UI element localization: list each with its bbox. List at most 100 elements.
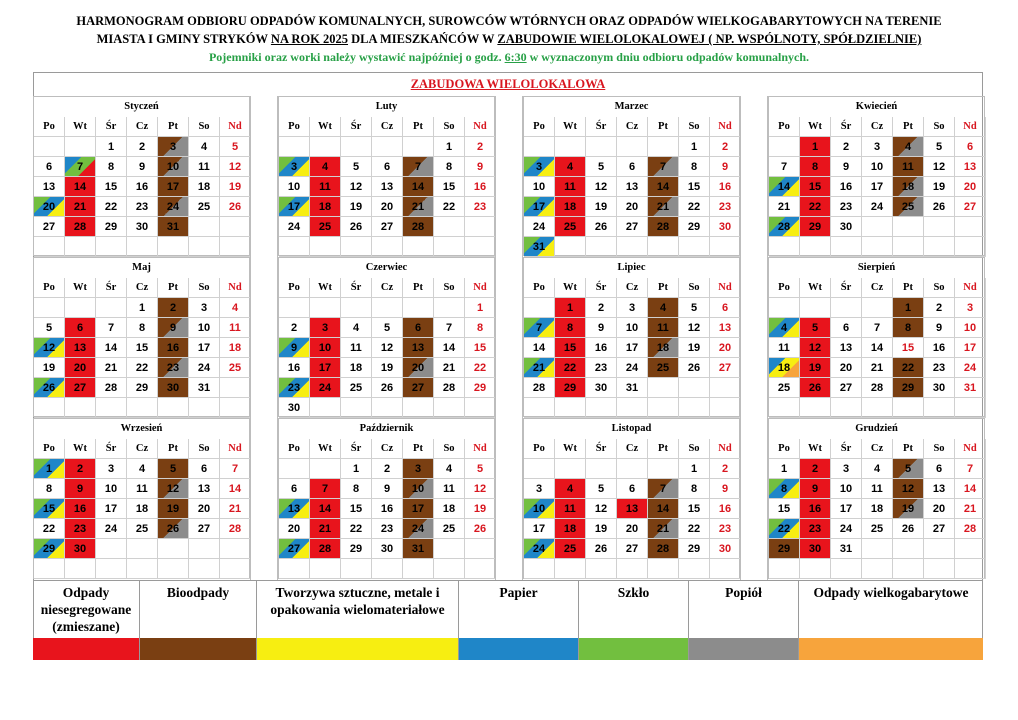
day-cell: 22 (34, 519, 65, 539)
day-cell: 9 (800, 479, 831, 499)
day-cell: 6 (372, 157, 403, 177)
day-cell: 28 (955, 519, 986, 539)
day-cell: 5 (158, 459, 189, 479)
day-cell: 8 (555, 318, 586, 338)
day-cell: 22 (434, 197, 465, 217)
day-cell: 12 (158, 479, 189, 499)
day-cell: 1 (127, 298, 158, 318)
day-cell: 5 (372, 318, 403, 338)
month-11: Listopad Po Wt Śr Cz Pt So Nd 1 2 3 4 5 6 7 8 9 10 11 12 13 1… (523, 418, 741, 579)
day-cell: 22 (341, 519, 372, 539)
day-header: Śr (586, 117, 617, 137)
day-cell: 28 (434, 378, 465, 398)
legend-label: Papier (499, 585, 538, 600)
day-cell: 8 (127, 318, 158, 338)
day-cell: 2 (831, 137, 862, 157)
day-cell: 10 (831, 479, 862, 499)
empty-cell (555, 559, 586, 579)
day-header: Wt (310, 117, 341, 137)
header-line-3c: w wyznaczonym dniu odbioru odpadów komun… (526, 50, 810, 64)
day-cell: 5 (34, 318, 65, 338)
empty-cell (310, 398, 341, 418)
day-cell: 4 (220, 298, 251, 318)
day-cell: 1 (800, 137, 831, 157)
day-cell: 11 (555, 177, 586, 197)
day-cell: 26 (924, 197, 955, 217)
day-cell: 20 (617, 197, 648, 217)
column-separator (495, 96, 523, 580)
day-cell: 27 (924, 519, 955, 539)
day-cell: 25 (555, 217, 586, 237)
day-cell: 11 (189, 157, 220, 177)
day-header: Nd (710, 439, 741, 459)
empty-cell (679, 559, 710, 579)
day-cell: 1 (465, 298, 496, 318)
day-cell: 23 (465, 197, 496, 217)
empty-cell (341, 559, 372, 579)
day-cell: 10 (617, 318, 648, 338)
month-3: Marzec Po Wt Śr Cz Pt So Nd 1 2 3 4 5 6 7 8 9 10 11 12 13 14 1… (523, 96, 741, 257)
month-9: Wrzesień Po Wt Śr Cz Pt So Nd 1 2 3 4 5 6 7 8 9 10 11 12 13 1… (33, 418, 251, 579)
day-cell: 27 (955, 197, 986, 217)
day-cell: 14 (862, 338, 893, 358)
empty-cell (434, 237, 465, 257)
day-cell: 17 (279, 197, 310, 217)
legend-item: Popiół (689, 580, 799, 660)
day-cell: 24 (524, 539, 555, 559)
day-cell: 17 (617, 338, 648, 358)
day-cell: 3 (403, 459, 434, 479)
day-cell: 26 (158, 519, 189, 539)
day-header: Śr (586, 278, 617, 298)
day-cell: 1 (341, 459, 372, 479)
day-cell: 25 (127, 519, 158, 539)
month-name: Grudzień (855, 423, 898, 434)
empty-cell (403, 137, 434, 157)
day-cell: 18 (862, 499, 893, 519)
empty-cell (586, 237, 617, 257)
empty-cell (65, 137, 96, 157)
empty-cell (893, 539, 924, 559)
day-cell: 30 (710, 217, 741, 237)
day-cell: 4 (341, 318, 372, 338)
day-header: Cz (127, 439, 158, 459)
day-cell: 6 (955, 137, 986, 157)
day-header: Pt (403, 278, 434, 298)
day-cell: 3 (96, 459, 127, 479)
day-cell: 26 (893, 519, 924, 539)
day-cell: 4 (127, 459, 158, 479)
day-cell: 23 (158, 358, 189, 378)
empty-cell (465, 539, 496, 559)
day-cell: 11 (648, 318, 679, 338)
day-cell: 6 (831, 318, 862, 338)
empty-cell (524, 459, 555, 479)
day-header: Wt (65, 278, 96, 298)
day-header: Cz (372, 278, 403, 298)
day-header: Po (769, 117, 800, 137)
day-cell: 7 (310, 479, 341, 499)
day-cell: 28 (310, 539, 341, 559)
day-cell: 23 (924, 358, 955, 378)
day-cell: 17 (189, 338, 220, 358)
empty-cell (403, 298, 434, 318)
day-cell: 17 (403, 499, 434, 519)
day-header: Wt (555, 117, 586, 137)
day-cell: 13 (189, 479, 220, 499)
day-cell: 9 (158, 318, 189, 338)
empty-cell (924, 539, 955, 559)
day-cell: 7 (955, 459, 986, 479)
day-cell: 13 (924, 479, 955, 499)
month-name: Kwiecień (855, 101, 898, 112)
day-cell: 15 (34, 499, 65, 519)
day-header: Wt (555, 278, 586, 298)
day-cell: 28 (96, 378, 127, 398)
day-header: Śr (831, 278, 862, 298)
legend-item: Odpady niesegregowane (zmieszane) (33, 580, 140, 660)
day-cell: 2 (279, 318, 310, 338)
day-header: Cz (372, 117, 403, 137)
header-line-2c: DLA MIESZKAŃCÓW W (348, 32, 498, 46)
day-cell: 2 (586, 298, 617, 318)
empty-cell (617, 398, 648, 418)
empty-cell (555, 237, 586, 257)
day-cell: 23 (65, 519, 96, 539)
legend-item: Bioodpady (140, 580, 257, 660)
